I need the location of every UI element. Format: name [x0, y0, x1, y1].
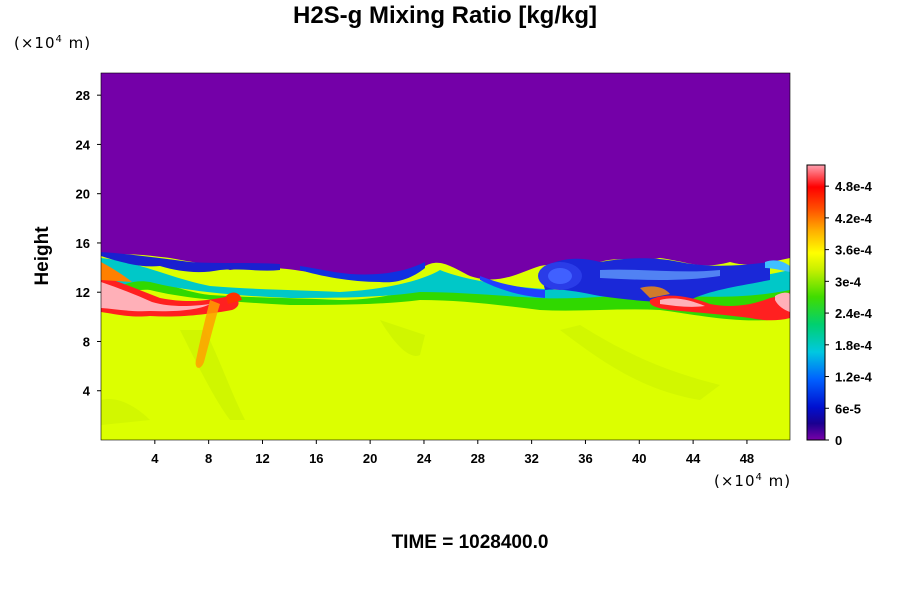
field-orange-patch-left — [101, 262, 132, 282]
time-footer: TIME = 1028400.0 — [391, 532, 549, 553]
x-tick-label: 32 — [524, 451, 538, 466]
field-streak — [560, 325, 720, 400]
y-tick-label: 28 — [76, 88, 90, 103]
colorbar-tick-label: 4.2e-4 — [835, 211, 873, 226]
x-unit-exponent: 4 — [755, 472, 763, 483]
x-tick-label: 16 — [309, 451, 323, 466]
y-unit-prefix: (×10 — [14, 34, 56, 52]
x-tick-label: 8 — [205, 451, 212, 466]
x-tick-label: 28 — [471, 451, 485, 466]
x-tick-label: 12 — [255, 451, 269, 466]
y-tick-label: 12 — [76, 285, 90, 300]
chart-title: H2S-g Mixing Ratio [kg/kg] — [292, 2, 597, 29]
field-upper-region — [101, 73, 790, 282]
y-tick-label: 4 — [83, 384, 91, 399]
y-tick-label: 20 — [76, 187, 90, 202]
colorbar-tick-label: 1.8e-4 — [835, 338, 873, 353]
x-unit-suffix: m) — [762, 472, 792, 490]
colorbar-tick-label: 2.4e-4 — [835, 306, 873, 321]
field-filament — [765, 260, 790, 272]
field-orange-patch-right — [640, 286, 670, 298]
x-tick-label: 24 — [417, 451, 432, 466]
colorbar-tick-label: 3.6e-4 — [835, 243, 873, 258]
field-red-patch-right — [649, 292, 790, 321]
field-pink-patch-edge — [775, 292, 790, 312]
field-filament — [480, 276, 545, 298]
colorbar-tick-label: 4.8e-4 — [835, 179, 873, 194]
heatmap-field — [101, 73, 790, 440]
colorbar-tick-label: 6e-5 — [835, 401, 861, 416]
x-unit-prefix: (×10 — [714, 472, 756, 490]
y-axis-ticks: 4 8 12 16 20 24 28 — [76, 88, 101, 399]
field-streak — [101, 399, 150, 425]
x-tick-label: 36 — [578, 451, 592, 466]
y-tick-label: 16 — [76, 236, 90, 251]
field-filament — [600, 269, 720, 280]
colorbar — [806, 164, 826, 441]
plot-frame — [100, 72, 791, 441]
field-pink-patch-left — [101, 282, 210, 312]
field-red-blob — [226, 292, 242, 304]
y-unit-suffix: m) — [62, 34, 92, 52]
colorbar-ticks: 0 6e-5 1.2e-4 1.8e-4 2.4e-4 3e-4 3.6e-4 4.2e-4 4… — [825, 179, 873, 448]
field-filament — [300, 262, 425, 283]
x-axis-unit: (×104 m) — [714, 472, 791, 490]
x-tick-label: 4 — [151, 451, 159, 466]
colorbar-tick-label: 3e-4 — [835, 274, 862, 289]
colorbar-tick-label: 0 — [835, 433, 842, 448]
field-streak — [380, 320, 425, 356]
y-axis-unit: (×104 m) — [14, 34, 91, 52]
field-pink-patch-right — [660, 298, 705, 307]
x-tick-label: 20 — [363, 451, 377, 466]
field-eddy-core — [548, 268, 572, 284]
x-tick-label: 44 — [686, 451, 701, 466]
field-streak — [180, 330, 245, 420]
x-tick-label: 48 — [740, 451, 754, 466]
y-tick-label: 24 — [76, 137, 91, 152]
x-axis-ticks: 4 8 12 16 20 24 28 32 36 40 44 48 — [151, 440, 754, 466]
y-tick-label: 8 — [83, 334, 90, 349]
y-unit-exponent: 4 — [55, 34, 63, 45]
x-tick-label: 40 — [632, 451, 646, 466]
colorbar-tick-label: 1.2e-4 — [835, 370, 873, 385]
field-plume — [195, 300, 220, 368]
field-filament — [101, 252, 280, 273]
